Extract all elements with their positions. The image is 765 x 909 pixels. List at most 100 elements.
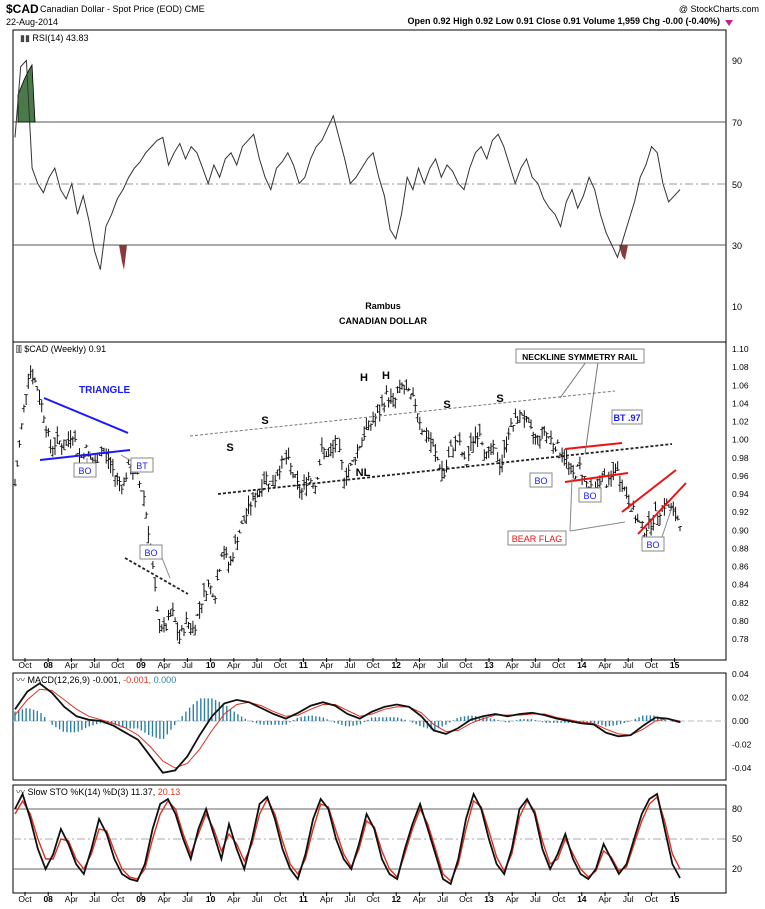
price-xtick-Oct: Oct xyxy=(645,660,659,670)
bo-box-2 xyxy=(139,544,163,560)
sto-xtick-Oct: Oct xyxy=(366,894,380,904)
macd-tick-0.04: 0.04 xyxy=(732,669,749,679)
macd-tick--0.04: -0.04 xyxy=(732,763,752,773)
rsi-center-text-1: Rambus xyxy=(365,301,401,311)
price-tick-0.78: 0.78 xyxy=(732,634,749,644)
chart-symbol: $CAD xyxy=(6,2,39,16)
sto-xtick-Oct: Oct xyxy=(459,894,473,904)
bt-box xyxy=(130,457,154,473)
annotation-s-3: S xyxy=(443,399,450,411)
sto-xtick-11: 11 xyxy=(299,894,308,904)
annotation-h-2: H xyxy=(382,370,390,382)
triangle-upper-line xyxy=(43,397,129,434)
sto-xtick-Jul: Jul xyxy=(89,894,100,904)
macd-icon: 〰 xyxy=(16,675,25,685)
rsi-center-text-2: CANADIAN DOLLAR xyxy=(339,316,427,326)
sto-xtick-10: 10 xyxy=(206,894,216,904)
rsi-panel: ▮▮ RSI(14) 43.83 90 70 50 30 10 Rambus C… xyxy=(12,29,742,343)
price-tick-0.82: 0.82 xyxy=(732,598,749,608)
sto-xtick-Jul: Jul xyxy=(437,894,448,904)
price-tick-1.10: 1.10 xyxy=(732,344,749,354)
price-legend: ⫿⫿ $CAD (Weekly) 0.91 xyxy=(16,344,106,354)
sto-xtick-Apr: Apr xyxy=(320,894,333,904)
price-tick-0.90: 0.90 xyxy=(732,525,749,535)
price-xtick-Oct: Oct xyxy=(552,660,566,670)
macd-y-ticks: 0.04 0.02 0.00 -0.02 -0.04 xyxy=(732,669,752,773)
price-xtick-Apr: Apr xyxy=(65,660,78,670)
sto-xtick-14: 14 xyxy=(577,894,587,904)
price-xtick-Jul: Jul xyxy=(89,660,100,670)
annotation-s-4: S xyxy=(496,393,503,405)
sto-tick-20: 20 xyxy=(732,864,742,874)
price-tick-0.98: 0.98 xyxy=(732,453,749,463)
rsi-tick-30: 30 xyxy=(732,241,742,251)
price-xtick-Jul: Jul xyxy=(437,660,448,670)
chg-down-icon xyxy=(725,20,733,26)
price-xtick-Oct: Oct xyxy=(111,660,125,670)
annotation-bo-5: BO xyxy=(646,540,659,550)
annotation-bo-4: BO xyxy=(583,491,596,501)
price-xtick-Apr: Apr xyxy=(158,660,171,670)
stochastic-x-axis: Oct 08 Apr Jul Oct 09 Apr Jul 10 Apr Jul Oct 11 Apr Ju… xyxy=(18,892,680,904)
macd-tick--0.02: -0.02 xyxy=(732,740,752,750)
macd-histogram xyxy=(14,698,681,739)
price-tick-0.86: 0.86 xyxy=(732,562,749,572)
sto-xtick-Jul: Jul xyxy=(252,894,263,904)
price-xtick-13: 13 xyxy=(484,660,494,670)
sto-xtick-Oct: Oct xyxy=(111,894,125,904)
price-tick-0.88: 0.88 xyxy=(732,543,749,553)
bear-flag-box xyxy=(507,530,567,546)
rsi-legend: ▮▮ RSI(14) 43.83 xyxy=(20,33,88,43)
chart-description: Canadian Dollar - Spot Price (EOD) CME xyxy=(40,4,205,14)
stochastic-panel: 〰 Slow STO %K(14) %D(3) 11.37, 20.13 80 … xyxy=(12,784,742,894)
annotation-nl: NL xyxy=(356,467,371,479)
sto-xtick-Apr: Apr xyxy=(65,894,78,904)
sto-xtick-Jul: Jul xyxy=(530,894,541,904)
price-tick-0.96: 0.96 xyxy=(732,471,749,481)
price-xtick-Oct: Oct xyxy=(274,660,288,670)
price-xtick-Oct: Oct xyxy=(459,660,473,670)
price-xtick-15: 15 xyxy=(670,660,680,670)
price-xtick-Jul: Jul xyxy=(252,660,263,670)
price-xtick-Jul: Jul xyxy=(182,660,193,670)
sto-xtick-Oct: Oct xyxy=(18,894,32,904)
annotation-bear-flag: BEAR FLAG xyxy=(512,534,563,544)
rsi-tick-10: 10 xyxy=(732,302,742,312)
bo-box-4 xyxy=(578,487,602,503)
price-xtick-12: 12 xyxy=(391,660,401,670)
rail-pointer xyxy=(559,361,599,455)
sto-xtick-12: 12 xyxy=(391,894,401,904)
price-tick-1.02: 1.02 xyxy=(732,417,749,427)
price-panel: ⫿⫿ $CAD (Weekly) 0.91 1.101.081.061.041.… xyxy=(12,341,749,661)
sto-xtick-Oct: Oct xyxy=(552,894,566,904)
price-tick-0.92: 0.92 xyxy=(732,507,749,517)
macd-panel-frame xyxy=(12,672,727,781)
sto-xtick-09: 09 xyxy=(136,894,146,904)
price-xtick-Apr: Apr xyxy=(227,660,240,670)
price-xtick-Oct: Oct xyxy=(366,660,380,670)
annotation-bo-2: BO xyxy=(144,548,157,558)
bo-box-5 xyxy=(641,536,665,552)
sto-tick-50: 50 xyxy=(732,834,742,844)
annotation-triangle: TRIANGLE xyxy=(79,385,130,396)
rsi-tick-70: 70 xyxy=(732,118,742,128)
price-tick-1.08: 1.08 xyxy=(732,362,749,372)
price-xtick-Apr: Apr xyxy=(598,660,611,670)
bear-flag-pointer xyxy=(569,478,626,532)
price-tick-1.06: 1.06 xyxy=(732,380,749,390)
price-xtick-Jul: Jul xyxy=(530,660,541,670)
annotation-neckline-rail: NECKLINE SYMMETRY RAIL xyxy=(522,352,638,362)
flag-lower-line-2 xyxy=(637,482,687,535)
bo-pointer-2 xyxy=(161,557,171,579)
price-xtick-Jul: Jul xyxy=(344,660,355,670)
bo-box-3 xyxy=(529,472,553,488)
rsi-panel-frame xyxy=(12,29,727,343)
macd-tick-0.00: 0.00 xyxy=(732,716,749,726)
price-y-ticks: 1.10 1.08 1.06 1.04 1.02 1.00 0.98 0.96 0.94 0.92… xyxy=(732,344,749,644)
sto-xtick-Apr: Apr xyxy=(413,894,426,904)
price-tick-1.00: 1.00 xyxy=(732,435,749,445)
annotation-bo-1: BO xyxy=(78,466,91,476)
price-xtick-09: 09 xyxy=(136,660,146,670)
bo-pointer-3 xyxy=(660,509,672,541)
macd-legend: 〰 MACD(12,26,9) -0.001, -0.001, 0.000 xyxy=(16,675,176,685)
